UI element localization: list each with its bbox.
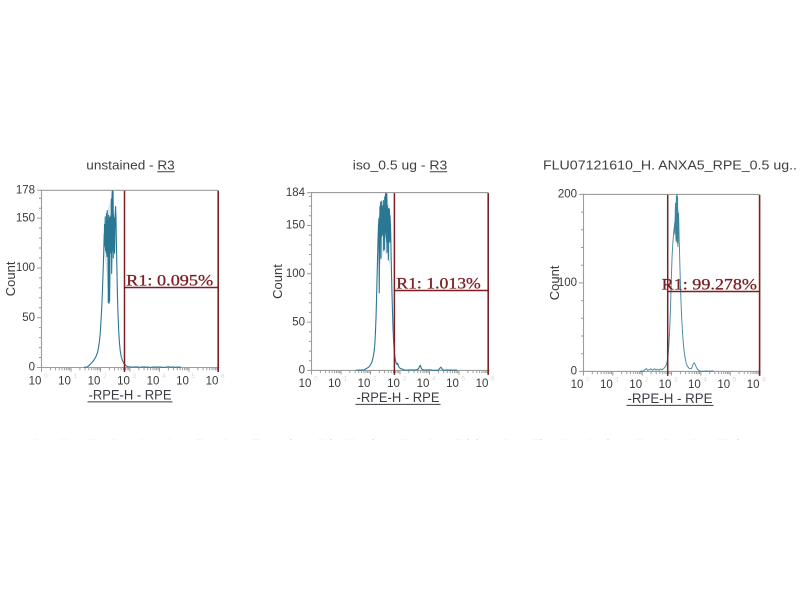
svg-text:5: 5 xyxy=(462,376,466,383)
svg-text:-RPE-H - RPE: -RPE-H - RPE xyxy=(357,390,440,405)
svg-text:1: 1 xyxy=(344,376,348,383)
svg-text:184: 184 xyxy=(286,187,306,199)
svg-text:1: 1 xyxy=(74,373,78,380)
svg-text:6: 6 xyxy=(221,373,225,380)
svg-text:0: 0 xyxy=(44,373,48,380)
svg-text:10: 10 xyxy=(387,378,400,390)
svg-text:10: 10 xyxy=(176,376,189,388)
svg-text:5: 5 xyxy=(192,373,196,380)
svg-text:FLU07121610_H. ANXA5_RPE_0.5 u: FLU07121610_H. ANXA5_RPE_0.5 ug.. xyxy=(543,158,797,173)
svg-text:50: 50 xyxy=(22,312,35,324)
svg-text:100: 100 xyxy=(558,277,577,289)
svg-text:10: 10 xyxy=(117,376,130,388)
svg-text:6: 6 xyxy=(491,376,495,383)
svg-text:4: 4 xyxy=(162,373,166,380)
svg-text:0: 0 xyxy=(29,362,35,374)
svg-text:4: 4 xyxy=(703,377,707,384)
svg-text:4: 4 xyxy=(432,376,436,383)
svg-text:178: 178 xyxy=(16,185,35,197)
svg-text:0: 0 xyxy=(586,377,590,384)
svg-text:Count: Count xyxy=(3,261,18,296)
svg-text:Count: Count xyxy=(270,264,285,299)
svg-text:10: 10 xyxy=(571,379,584,391)
svg-text:150: 150 xyxy=(16,212,35,224)
svg-text:2: 2 xyxy=(645,377,649,384)
svg-text:10: 10 xyxy=(58,376,71,388)
svg-text:100: 100 xyxy=(16,262,35,274)
svg-text:10: 10 xyxy=(206,376,219,388)
svg-text:10: 10 xyxy=(29,376,42,388)
svg-text:3: 3 xyxy=(133,373,137,380)
svg-text:10: 10 xyxy=(688,379,701,391)
svg-text:10: 10 xyxy=(717,379,730,391)
svg-text:10: 10 xyxy=(446,378,459,390)
svg-text:6: 6 xyxy=(762,377,766,384)
svg-text:1: 1 xyxy=(615,377,619,384)
svg-text:0: 0 xyxy=(299,365,305,377)
svg-text:iso_0.5 ug - R3: iso_0.5 ug - R3 xyxy=(353,158,448,173)
svg-text:50: 50 xyxy=(292,316,305,328)
svg-text:10: 10 xyxy=(600,379,613,391)
svg-text:0: 0 xyxy=(571,366,577,378)
svg-text:5: 5 xyxy=(733,377,737,384)
svg-text:-RPE-H - RPE: -RPE-H - RPE xyxy=(628,391,713,406)
svg-text:2: 2 xyxy=(103,373,107,380)
svg-text:3: 3 xyxy=(674,377,678,384)
svg-text:Count: Count xyxy=(547,265,562,300)
svg-text:10: 10 xyxy=(629,379,642,391)
svg-text:10: 10 xyxy=(147,376,160,388)
svg-text:unstained - R3: unstained - R3 xyxy=(86,158,175,173)
svg-text:10: 10 xyxy=(299,378,312,390)
svg-text:R1: 1.013%: R1: 1.013% xyxy=(396,276,481,293)
svg-text:R1: 99.278%: R1: 99.278% xyxy=(662,277,757,294)
svg-text:200: 200 xyxy=(558,189,577,201)
svg-text:-RPE-H - RPE: -RPE-H - RPE xyxy=(89,388,172,403)
svg-text:10: 10 xyxy=(328,378,341,390)
svg-text:100: 100 xyxy=(286,268,305,280)
svg-text:2: 2 xyxy=(373,376,377,383)
svg-text:10: 10 xyxy=(476,378,489,390)
svg-text:10: 10 xyxy=(747,379,760,391)
svg-text:R1: 0.095%: R1: 0.095% xyxy=(126,273,213,290)
svg-text:0: 0 xyxy=(314,376,318,383)
svg-text:10: 10 xyxy=(417,378,430,390)
svg-text:150: 150 xyxy=(286,220,305,232)
svg-text:10: 10 xyxy=(88,376,101,388)
svg-text:10: 10 xyxy=(358,378,371,390)
svg-text:3: 3 xyxy=(403,376,407,383)
svg-text:10: 10 xyxy=(659,379,672,391)
